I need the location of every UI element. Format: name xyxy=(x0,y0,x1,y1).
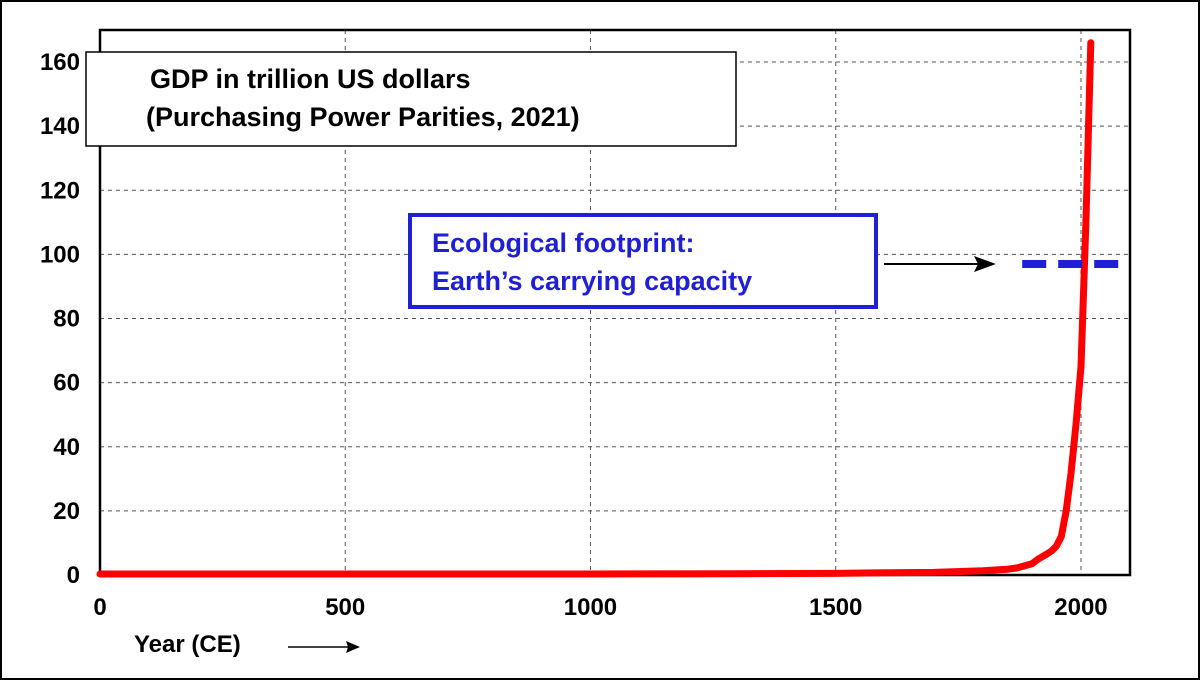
x-axis-label-group: Year (CE) xyxy=(134,631,360,658)
x-axis-label-arrow-head xyxy=(346,641,360,653)
x-axis-label: Year (CE) xyxy=(134,631,241,658)
series-layer xyxy=(96,39,1095,578)
x-tick-label-4: 2000 xyxy=(1054,594,1107,621)
y-tick-label-6: 120 xyxy=(40,177,80,204)
title-box: GDP in trillion US dollars (Purchasing P… xyxy=(85,51,737,147)
y-axis-tick-labels: 0 20 40 60 80 100 120 140 160 xyxy=(40,49,80,589)
y-tick-label-3: 60 xyxy=(53,370,80,397)
y-tick-label-1: 20 xyxy=(53,498,80,525)
reference-label-line-1: Ecological footprint: xyxy=(432,228,695,258)
reference-annotation-box: Ecological footprint: Earth’s carrying c… xyxy=(408,213,878,309)
y-tick-label-0: 0 xyxy=(67,562,80,589)
chart-title-line-2: (Purchasing Power Parities, 2021) xyxy=(146,102,580,132)
x-tick-label-0: 0 xyxy=(93,594,106,621)
x-tick-label-3: 1500 xyxy=(809,594,862,621)
title-box-border xyxy=(85,51,737,147)
x-axis-tick-labels: 0 500 1000 1500 2000 xyxy=(93,594,1107,621)
x-tick-label-1: 500 xyxy=(325,594,365,621)
x-tick-label-2: 1000 xyxy=(564,594,617,621)
reference-arrow-head xyxy=(974,256,996,272)
reference-label-line-2: Earth’s carrying capacity xyxy=(432,266,752,296)
y-tick-label-7: 140 xyxy=(40,113,80,140)
y-tick-label-8: 160 xyxy=(40,49,80,76)
reference-annotation-border xyxy=(408,213,878,309)
reference-arrow xyxy=(884,256,996,272)
y-tick-label-2: 40 xyxy=(53,434,80,461)
series-line-0 xyxy=(96,39,1095,578)
y-tick-label-4: 80 xyxy=(53,306,80,333)
y-tick-label-5: 100 xyxy=(40,241,80,268)
chart-title-line-1: GDP in trillion US dollars xyxy=(150,64,471,94)
